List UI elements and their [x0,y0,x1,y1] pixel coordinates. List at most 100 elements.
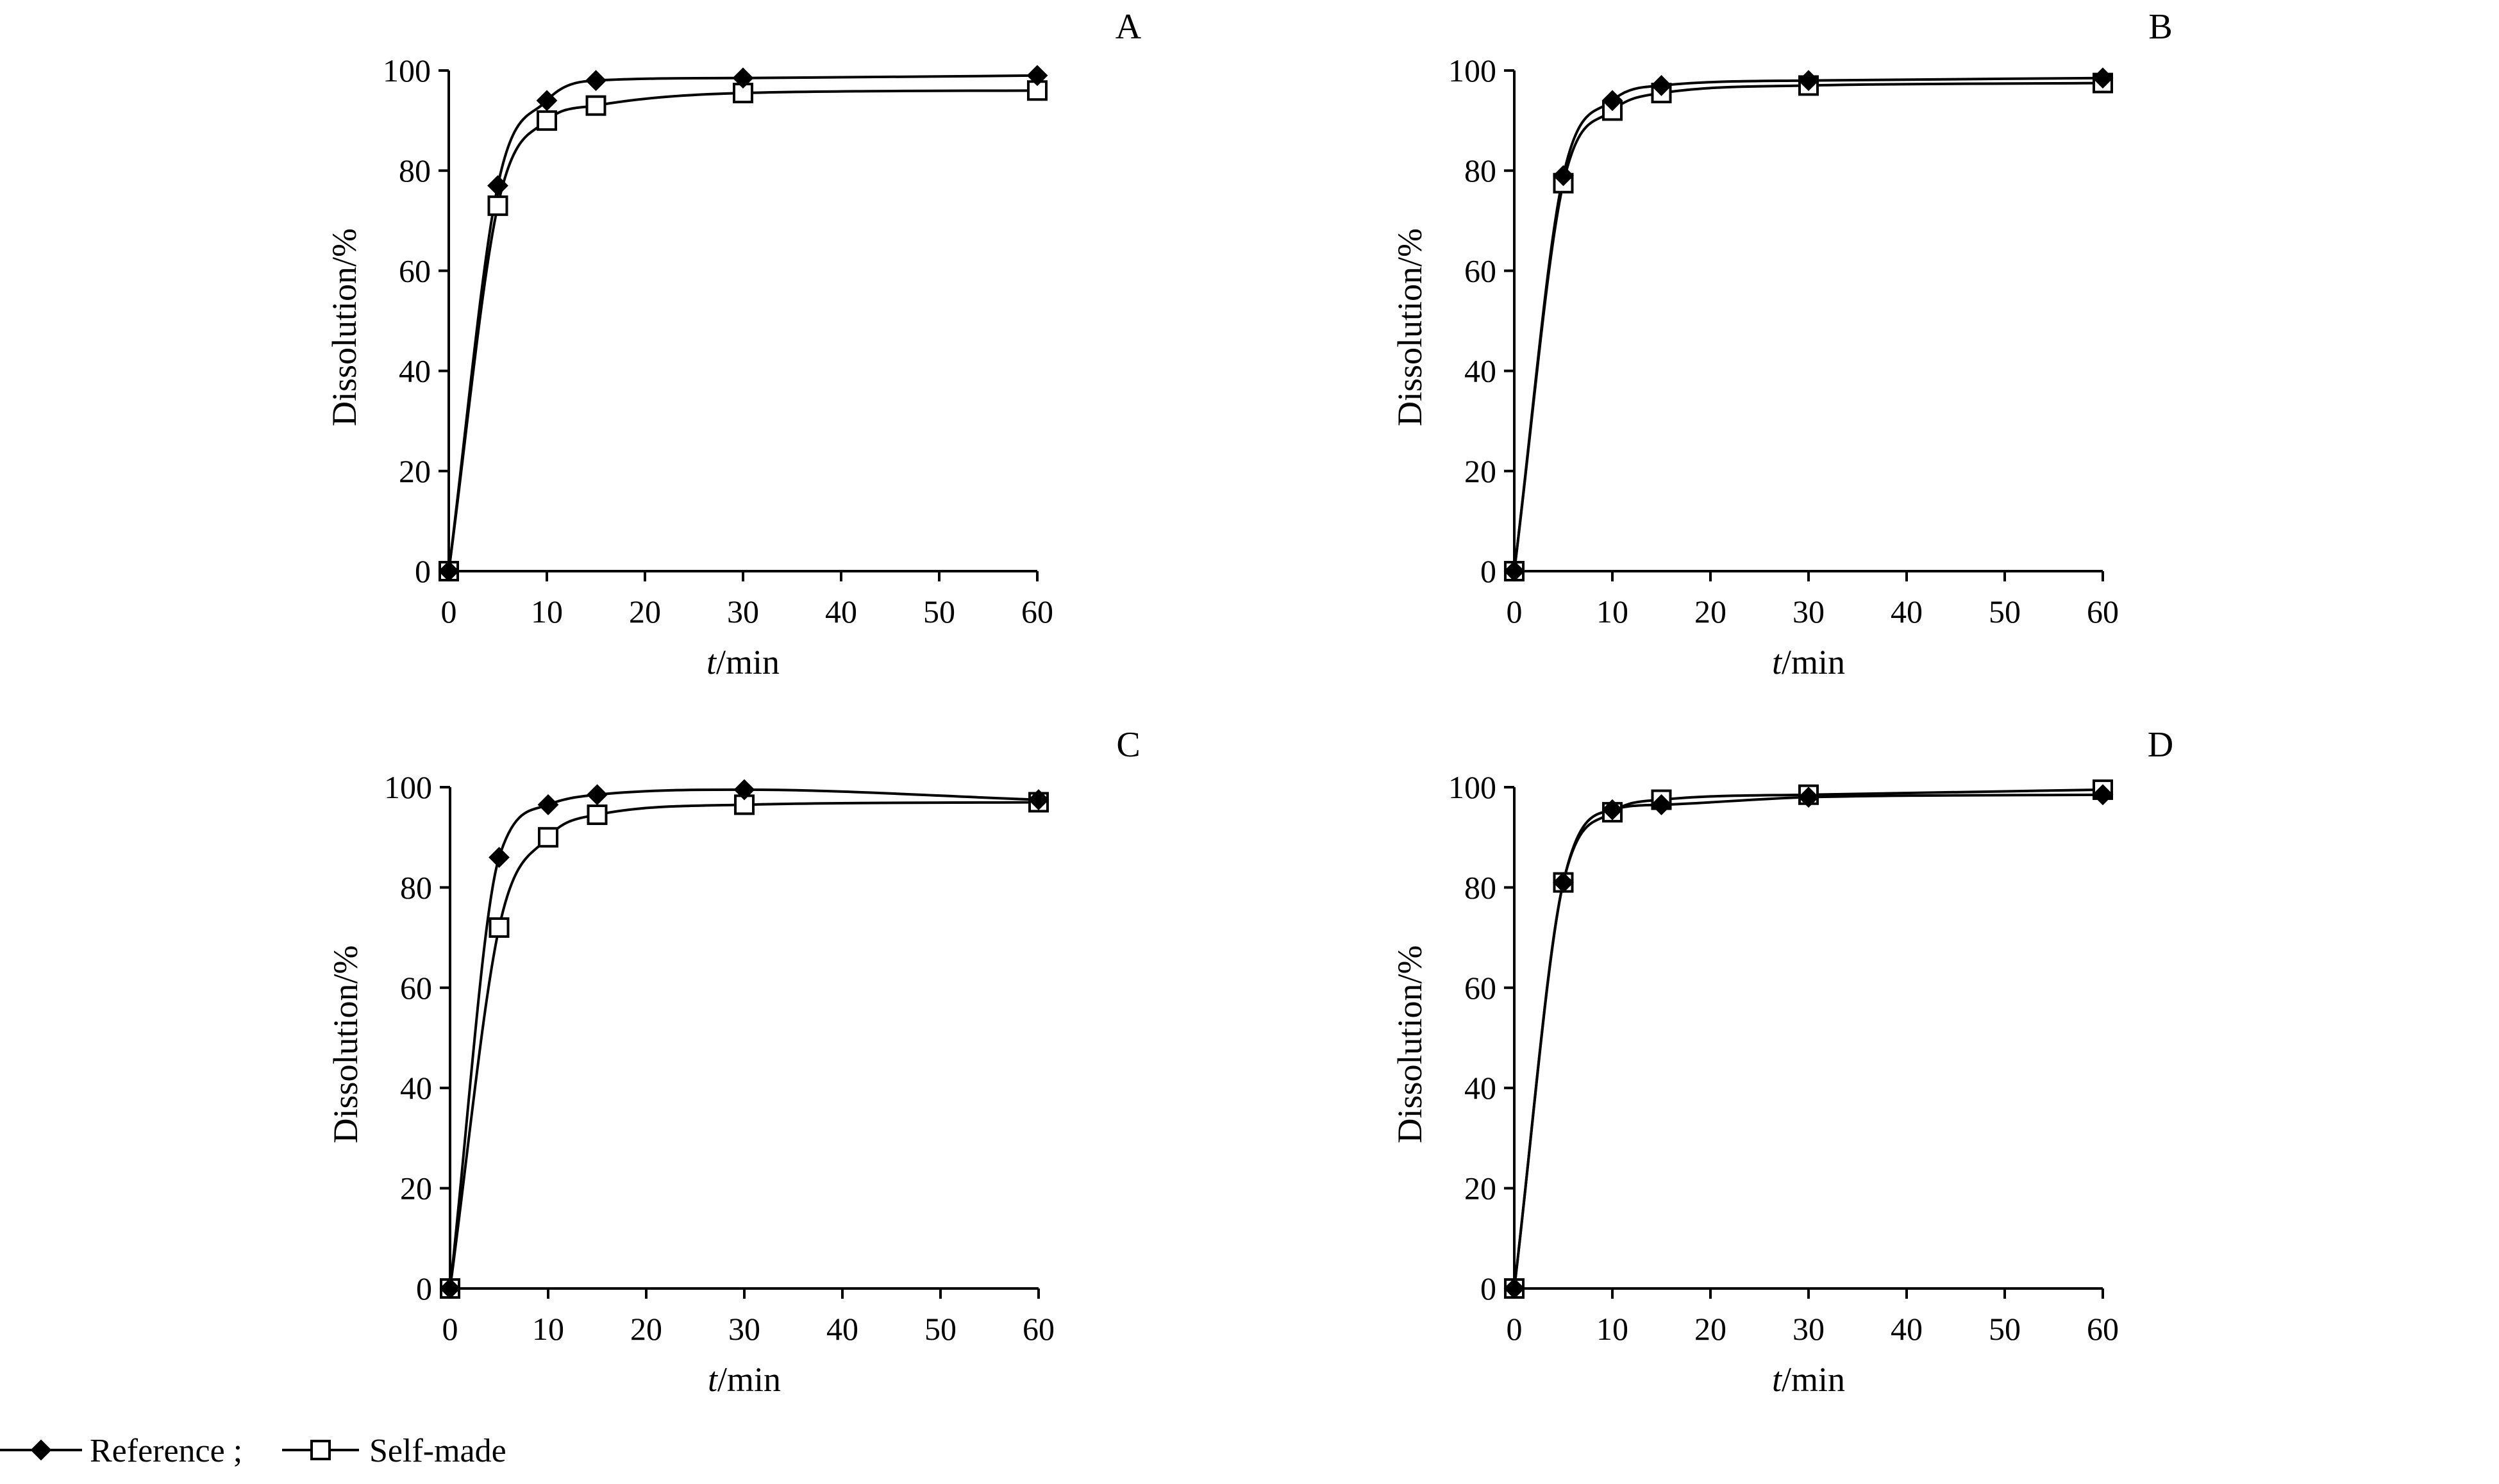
legend-marker [30,1439,52,1461]
x-tick-label: 10 [1596,1311,1628,1347]
legend-label: Reference ; [90,1433,242,1469]
data-point-self-made [538,827,558,848]
x-tick-label: 40 [1891,1311,1923,1347]
panel-label: B [2148,7,2172,47]
x-tick-label: 10 [532,1311,564,1347]
x-tick-label: 20 [1694,594,1726,629]
y-tick-label: 20 [400,1171,432,1206]
x-tick-label: 20 [1694,1311,1726,1347]
y-tick-label: 80 [400,869,432,905]
y-tick-label: 40 [1464,1070,1496,1106]
data-point-reference [587,784,608,806]
x-tick-label: 60 [2087,1311,2119,1347]
x-tick-label: 0 [441,594,457,629]
series-line-self-made [447,89,1038,572]
y-tick-label: 60 [400,970,432,1006]
x-axis-label: t/min [708,1360,781,1399]
x-tick-label: 40 [825,594,857,629]
chart-panel-a: 0 20 40 60 80 100 0 10 20 30 40 50 60 t/min Dissolutio… [325,7,1142,681]
data-point-reference [1553,872,1574,893]
y-tick-label: 0 [415,553,431,589]
panel-label: D [2148,725,2173,765]
series-line-reference [447,74,1038,572]
data-point-self-made [489,917,510,938]
y-tick-label: 100 [1448,53,1496,88]
x-tick-label: 40 [826,1311,858,1347]
data-point-reference [1601,90,1623,112]
data-point-reference [1651,794,1672,815]
x-tick-label: 30 [1793,594,1825,629]
x-tick-label: 30 [728,1311,760,1347]
x-axis-label: t/min [1772,1360,1845,1399]
x-tick-label: 20 [630,1311,662,1347]
x-tick-label: 0 [1507,594,1523,629]
x-tick-label: 30 [727,594,759,629]
y-tick-label: 0 [1480,1271,1496,1306]
data-point-reference [732,67,754,89]
y-axis-label: Dissolution/% [326,945,365,1143]
data-point-reference [1503,1278,1525,1299]
x-axis-label: t/min [706,643,780,681]
x-tick-label: 50 [923,594,955,629]
series-line-reference [449,788,1039,1289]
panel-label: C [1116,725,1140,765]
series-line-self-made [1513,81,2103,572]
x-tick-label: 10 [531,594,563,629]
panel-label: A [1116,7,1142,47]
x-tick-label: 0 [1507,1311,1523,1347]
x-tick-label: 50 [1989,1311,2021,1347]
y-tick-label: 100 [383,53,431,88]
y-tick-label: 20 [399,453,431,489]
y-tick-label: 40 [1464,353,1496,389]
x-tick-label: 0 [442,1311,458,1347]
data-point-reference [1798,787,1819,808]
data-point-reference [537,794,559,815]
chart-panel-d: 0 20 40 60 80 100 0 10 20 30 40 50 60 t/min Dissolutio… [1391,725,2173,1399]
y-tick-label: 40 [399,353,431,389]
data-point-self-made [585,95,606,116]
data-point-reference [439,1278,461,1299]
data-point-reference [733,779,755,801]
x-axis-label: t/min [1772,643,1845,681]
series-line-reference [1513,76,2103,572]
data-point-reference [1026,65,1048,87]
data-point-reference [1798,70,1819,92]
y-tick-label: 80 [1464,869,1496,905]
y-tick-label: 100 [384,769,432,805]
y-tick-label: 0 [416,1271,432,1306]
data-point-reference [2092,784,2114,806]
x-tick-label: 20 [629,594,661,629]
data-point-self-made [487,195,508,216]
x-tick-label: 10 [1596,594,1628,629]
legend-marker [310,1440,331,1460]
y-axis-label: Dissolution/% [1391,945,1429,1143]
data-point-reference [1553,165,1574,187]
data-point-reference [1601,799,1623,821]
chart-panel-c: 0 20 40 60 80 100 0 10 20 30 40 50 60 t/min Dissolutio… [326,725,1141,1399]
data-point-reference [487,175,508,197]
data-point-reference [438,560,460,582]
data-point-reference [1503,560,1525,582]
series-line-reference [1513,793,2103,1289]
y-axis-label: Dissolution/% [1391,228,1429,426]
legend: Reference ; Self-made [0,1433,506,1469]
data-point-reference [1651,75,1672,96]
series-line-self-made [1513,788,2103,1289]
data-point-reference [489,847,510,868]
y-tick-label: 100 [1448,769,1496,805]
x-tick-label: 60 [1023,1311,1055,1347]
y-tick-label: 0 [1480,553,1496,589]
x-tick-label: 50 [924,1311,957,1347]
y-tick-label: 60 [1464,970,1496,1006]
data-point-reference [536,90,558,112]
legend-label: Self-made [369,1433,506,1469]
y-tick-label: 20 [1464,1171,1496,1206]
y-tick-label: 80 [399,153,431,188]
x-tick-label: 60 [1021,594,1053,629]
data-point-reference [2092,67,2114,89]
legend-item: Self-made [282,1433,506,1469]
x-tick-label: 40 [1891,594,1923,629]
data-point-reference [585,70,606,92]
series-line-self-made [449,801,1039,1289]
